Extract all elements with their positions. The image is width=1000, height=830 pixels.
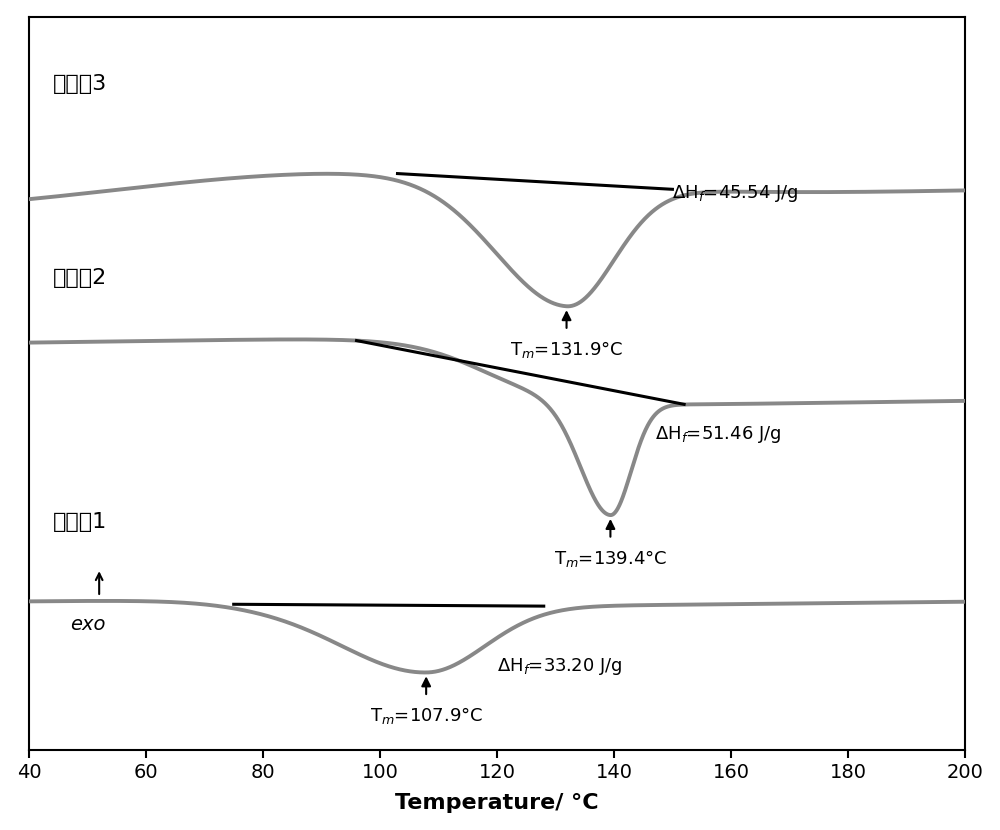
Text: T$_m$=107.9°C: T$_m$=107.9°C [370,705,483,726]
Text: T$_m$=131.9°C: T$_m$=131.9°C [510,339,623,360]
Text: 实施例3: 实施例3 [52,74,107,94]
Text: T$_m$=139.4°C: T$_m$=139.4°C [554,548,667,569]
Text: $\Delta$H$_f$=45.54 J/g: $\Delta$H$_f$=45.54 J/g [672,183,799,204]
Text: exo: exo [70,615,105,634]
Text: 实施例2: 实施例2 [52,267,107,288]
Text: $\Delta$H$_f$=33.20 J/g: $\Delta$H$_f$=33.20 J/g [497,656,622,677]
Text: $\Delta$H$_f$=51.46 J/g: $\Delta$H$_f$=51.46 J/g [655,424,781,445]
X-axis label: Temperature/ °C: Temperature/ °C [395,793,599,813]
Text: 对比例1: 对比例1 [52,512,107,532]
